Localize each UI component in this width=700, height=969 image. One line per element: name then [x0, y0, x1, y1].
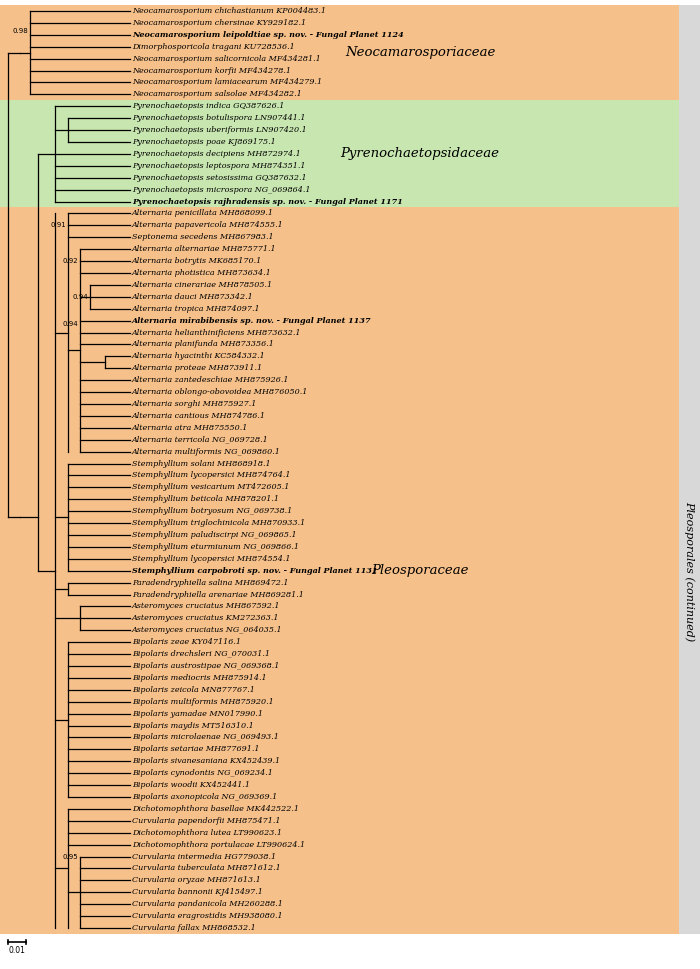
Text: Pyrenochaetopsis poae KJ869175.1: Pyrenochaetopsis poae KJ869175.1 [132, 138, 276, 146]
Text: Alternaria cantious MH874786.1: Alternaria cantious MH874786.1 [132, 412, 266, 420]
Text: Pyrenochaetopsis decipiens MH872974.1: Pyrenochaetopsis decipiens MH872974.1 [132, 150, 301, 158]
Bar [0, 100, 679, 207]
Text: Bipolaris mediocris MH875914.1: Bipolaris mediocris MH875914.1 [132, 673, 267, 682]
Text: Paradendryphiella arenariae MH869281.1: Paradendryphiella arenariae MH869281.1 [132, 590, 304, 599]
Text: Alternaria cinerariae MH878505.1: Alternaria cinerariae MH878505.1 [132, 281, 273, 289]
Bar [679, 5, 700, 934]
Text: 0.95: 0.95 [62, 854, 78, 860]
Text: Alternaria sorghi MH875927.1: Alternaria sorghi MH875927.1 [132, 400, 258, 408]
Text: Asteromyces cruciatus KM272363.1: Asteromyces cruciatus KM272363.1 [132, 614, 279, 622]
Text: Stemphyllium botryosum NG_069738.1: Stemphyllium botryosum NG_069738.1 [132, 507, 293, 516]
Text: Alternaria atra MH875550.1: Alternaria atra MH875550.1 [132, 423, 248, 432]
Text: Asteromyces cruciatus NG_064035.1: Asteromyces cruciatus NG_064035.1 [132, 626, 283, 635]
Text: Alternaria penicillata MH868099.1: Alternaria penicillata MH868099.1 [132, 209, 274, 217]
Text: Stemphyllium vesicarium MT472605.1: Stemphyllium vesicarium MT472605.1 [132, 484, 289, 491]
Text: Bipolaris axonopicola NG_069369.1: Bipolaris axonopicola NG_069369.1 [132, 793, 277, 801]
Text: 0.94: 0.94 [72, 294, 88, 299]
Text: Bipolaris cynodontis NG_069234.1: Bipolaris cynodontis NG_069234.1 [132, 769, 273, 777]
Text: Curvularia oryzae MH871613.1: Curvularia oryzae MH871613.1 [132, 876, 260, 885]
Text: Bipolaris drechsleri NG_070031.1: Bipolaris drechsleri NG_070031.1 [132, 650, 270, 658]
Text: Bipolaris setariae MH877691.1: Bipolaris setariae MH877691.1 [132, 745, 260, 753]
Text: Alternaria terricola NG_069728.1: Alternaria terricola NG_069728.1 [132, 436, 269, 444]
Text: Paradendryphiella salina MH869472.1: Paradendryphiella salina MH869472.1 [132, 578, 288, 586]
Text: Alternaria planifunda MH873356.1: Alternaria planifunda MH873356.1 [132, 340, 275, 349]
Text: Stemphyllium beticola MH878201.1: Stemphyllium beticola MH878201.1 [132, 495, 279, 503]
Text: Stemphyllium carpobroti sp. nov. - Fungal Planet 1131: Stemphyllium carpobroti sp. nov. - Funga… [132, 567, 377, 575]
Text: Stemphyllium solani MH868918.1: Stemphyllium solani MH868918.1 [132, 459, 271, 468]
Text: Bipolaris microlaenae NG_069493.1: Bipolaris microlaenae NG_069493.1 [132, 734, 279, 741]
Text: Neocamarosporium salicornicola MF434281.1: Neocamarosporium salicornicola MF434281.… [132, 54, 321, 63]
Text: Alternaria dauci MH873342.1: Alternaria dauci MH873342.1 [132, 293, 253, 300]
Text: Alternaria helianthinificiens MH873632.1: Alternaria helianthinificiens MH873632.1 [132, 328, 302, 336]
Text: Pyrenochaetopsis indica GQ387626.1: Pyrenochaetopsis indica GQ387626.1 [132, 103, 284, 110]
Text: Curvularia papendorfii MH875471.1: Curvularia papendorfii MH875471.1 [132, 817, 281, 825]
Text: Neocamarosporium chichastianum KP004483.1: Neocamarosporium chichastianum KP004483.… [132, 7, 326, 15]
Text: Alternaria proteae MH873911.1: Alternaria proteae MH873911.1 [132, 364, 263, 372]
Bar [0, 5, 679, 100]
Text: Stemphyllium lycopersici MH874554.1: Stemphyllium lycopersici MH874554.1 [132, 555, 290, 563]
Text: 0.91: 0.91 [50, 222, 66, 229]
Text: Pyrenochaetopsidaceae: Pyrenochaetopsidaceae [340, 147, 500, 161]
Text: Bipolaris zeicola MN877767.1: Bipolaris zeicola MN877767.1 [132, 686, 255, 694]
Text: Dichotomophthora basellae MK442522.1: Dichotomophthora basellae MK442522.1 [132, 805, 299, 813]
Text: Neocamarosporium chersinae KY929182.1: Neocamarosporium chersinae KY929182.1 [132, 18, 306, 27]
Text: Alternaria botrytis MK685170.1: Alternaria botrytis MK685170.1 [132, 257, 262, 266]
Text: Neocamarosporiaceae: Neocamarosporiaceae [345, 47, 495, 59]
Text: Stemphyllium eturmiunum NG_069866.1: Stemphyllium eturmiunum NG_069866.1 [132, 543, 299, 551]
Text: Alternaria papavericola MH874555.1: Alternaria papavericola MH874555.1 [132, 221, 284, 230]
Text: Curvularia tuberculata MH871612.1: Curvularia tuberculata MH871612.1 [132, 864, 281, 872]
Text: Neocamarosporium salsolae MF434282.1: Neocamarosporium salsolae MF434282.1 [132, 90, 302, 98]
Text: Curvularia intermedia HG779038.1: Curvularia intermedia HG779038.1 [132, 853, 276, 860]
Text: Stemphyllium triglochinicola MH870933.1: Stemphyllium triglochinicola MH870933.1 [132, 519, 305, 527]
Text: Stemphyllium lycopersici MH874764.1: Stemphyllium lycopersici MH874764.1 [132, 472, 290, 480]
Text: Pyrenochaetopsis microspora NG_069864.1: Pyrenochaetopsis microspora NG_069864.1 [132, 186, 311, 194]
Text: Alternaria oblongo-obovoidea MH876050.1: Alternaria oblongo-obovoidea MH876050.1 [132, 388, 309, 396]
Text: 0.98: 0.98 [13, 28, 28, 34]
Text: Curvularia eragrostidis MH938080.1: Curvularia eragrostidis MH938080.1 [132, 912, 283, 921]
Text: Bipolaris yamadae MN017990.1: Bipolaris yamadae MN017990.1 [132, 709, 263, 718]
Text: Alternaria alternariae MH875771.1: Alternaria alternariae MH875771.1 [132, 245, 276, 253]
Text: Neocamarosporium korfii MF434278.1: Neocamarosporium korfii MF434278.1 [132, 67, 291, 75]
Text: Curvularia bannonii KJ415497.1: Curvularia bannonii KJ415497.1 [132, 889, 263, 896]
Text: Pyrenochaetopsis botulispora LN907441.1: Pyrenochaetopsis botulispora LN907441.1 [132, 114, 305, 122]
Text: Bipolaris maydis MT516310.1: Bipolaris maydis MT516310.1 [132, 722, 253, 730]
Text: Alternaria tropica MH874097.1: Alternaria tropica MH874097.1 [132, 304, 260, 313]
Text: Pyrenochaetopsis rajhradensis sp. nov. - Fungal Planet 1171: Pyrenochaetopsis rajhradensis sp. nov. -… [132, 198, 403, 205]
Bar [0, 207, 679, 934]
Text: Asteromyces cruciatus MH867592.1: Asteromyces cruciatus MH867592.1 [132, 603, 281, 610]
Text: Dichotomophthora portulacae LT990624.1: Dichotomophthora portulacae LT990624.1 [132, 841, 305, 849]
Text: Pyrenochaetopsis leptospora MH874351.1: Pyrenochaetopsis leptospora MH874351.1 [132, 162, 305, 170]
Text: Neocamarosporium lamiacearum MF434279.1: Neocamarosporium lamiacearum MF434279.1 [132, 78, 322, 86]
Text: Stemphyllium paludiscirpi NG_069865.1: Stemphyllium paludiscirpi NG_069865.1 [132, 531, 297, 539]
Text: Alternaria photistica MH873634.1: Alternaria photistica MH873634.1 [132, 269, 272, 277]
Text: Bipolaris multiformis MH875920.1: Bipolaris multiformis MH875920.1 [132, 698, 274, 705]
Text: Pyrenochaetopsis setosissima GQ387632.1: Pyrenochaetopsis setosissima GQ387632.1 [132, 173, 307, 182]
Text: Pleosporaceae: Pleosporaceae [371, 564, 469, 578]
Text: Curvularia pandanicola MH260288.1: Curvularia pandanicola MH260288.1 [132, 900, 283, 908]
Text: Curvularia fallax MH868532.1: Curvularia fallax MH868532.1 [132, 924, 256, 932]
Text: 0.01: 0.01 [8, 946, 25, 955]
Text: Bipolaris woodii KX452441.1: Bipolaris woodii KX452441.1 [132, 781, 250, 789]
Text: Dimorphosporicola tragani KU728536.1: Dimorphosporicola tragani KU728536.1 [132, 43, 295, 50]
Text: Bipolaris zeae KY047116.1: Bipolaris zeae KY047116.1 [132, 639, 241, 646]
Text: 0.94: 0.94 [62, 321, 78, 327]
Text: Alternaria multiformis NG_069860.1: Alternaria multiformis NG_069860.1 [132, 448, 281, 455]
Text: Bipolaris austrostipae NG_069368.1: Bipolaris austrostipae NG_069368.1 [132, 662, 279, 670]
Text: Alternaria hyacinthi KC584332.1: Alternaria hyacinthi KC584332.1 [132, 353, 266, 360]
Text: Septonema secedens MH867983.1: Septonema secedens MH867983.1 [132, 234, 274, 241]
Text: Neocamarosporium leipoldtiae sp. nov. - Fungal Planet 1124: Neocamarosporium leipoldtiae sp. nov. - … [132, 31, 404, 39]
Text: Pyrenochaetopsis uberiformis LN907420.1: Pyrenochaetopsis uberiformis LN907420.1 [132, 126, 307, 134]
Text: Alternaria mirabibensis sp. nov. - Fungal Planet 1137: Alternaria mirabibensis sp. nov. - Funga… [132, 317, 372, 325]
Text: 0.92: 0.92 [62, 258, 78, 265]
Text: Dichotomophthora lutea LT990623.1: Dichotomophthora lutea LT990623.1 [132, 828, 282, 837]
Text: Pleosporales (continued): Pleosporales (continued) [684, 501, 695, 641]
Text: Alternaria zantedeschiae MH875926.1: Alternaria zantedeschiae MH875926.1 [132, 376, 290, 384]
Text: Bipolaris sivanesaniana KX452439.1: Bipolaris sivanesaniana KX452439.1 [132, 758, 280, 766]
